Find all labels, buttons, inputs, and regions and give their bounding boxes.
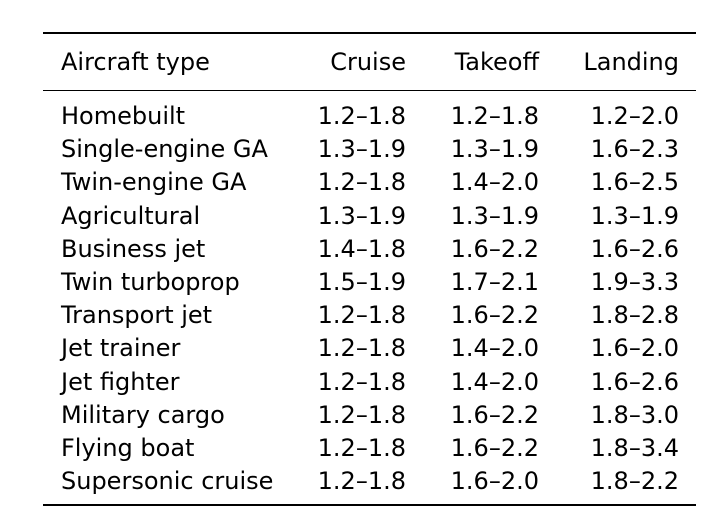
cell-aircraft-type: Jet trainer [61, 334, 181, 363]
cell-cruise: 1.2–1.8 [317, 467, 406, 496]
data-table: Aircraft type Cruise Takeoff Landing Hom… [43, 32, 696, 507]
cell-landing: 1.8–2.2 [590, 467, 679, 496]
table-body: Homebuilt 1.2–1.8 1.2–1.8 1.2–2.0 Single-eng… [43, 100, 696, 498]
top-rule [43, 32, 696, 34]
cell-cruise: 1.4–1.8 [317, 234, 406, 263]
table-row: Transport jet 1.2–1.8 1.6–2.2 1.8–2.8 [43, 299, 696, 332]
cell-takeoff: 1.4–2.0 [450, 168, 539, 197]
cell-cruise: 1.2–1.8 [317, 434, 406, 463]
cell-landing: 1.6–2.3 [590, 135, 679, 164]
cell-aircraft-type: Agricultural [61, 201, 201, 230]
table-row: Military cargo 1.2–1.8 1.6–2.2 1.8–3.0 [43, 399, 696, 432]
cell-takeoff: 1.6–2.2 [450, 400, 539, 429]
cell-landing: 1.8–3.4 [590, 434, 679, 463]
header-rule [43, 90, 696, 91]
table-row: Business jet 1.4–1.8 1.6–2.2 1.6–2.6 [43, 233, 696, 266]
header-row: Aircraft type Cruise Takeoff Landing [43, 34, 696, 90]
cell-cruise: 1.2–1.8 [317, 334, 406, 363]
cell-takeoff: 1.6–2.2 [450, 301, 539, 330]
cell-aircraft-type: Flying boat [61, 434, 195, 463]
aircraft-table-body: Homebuilt 1.2–1.8 1.2–1.8 1.2–2.0 Single-eng… [43, 100, 696, 498]
table-row: Single-engine GA 1.3–1.9 1.3–1.9 1.6–2.3 [43, 133, 696, 166]
cell-cruise: 1.2–1.8 [317, 400, 406, 429]
cell-aircraft-type: Twin-engine GA [61, 168, 247, 197]
cell-aircraft-type: Business jet [61, 234, 206, 263]
cell-cruise: 1.2–1.8 [317, 301, 406, 330]
cell-takeoff: 1.3–1.9 [450, 201, 539, 230]
table-row: Agricultural 1.3–1.9 1.3–1.9 1.3–1.9 [43, 200, 696, 233]
cell-takeoff: 1.4–2.0 [450, 367, 539, 396]
table-row: Flying boat 1.2–1.8 1.6–2.2 1.8–3.4 [43, 432, 696, 465]
cell-aircraft-type: Homebuilt [61, 102, 186, 130]
table-row: Homebuilt 1.2–1.8 1.2–1.8 1.2–2.0 [43, 100, 696, 133]
table-row: Jet fighter 1.2–1.8 1.4–2.0 1.6–2.6 [43, 366, 696, 399]
cell-landing: 1.6–2.6 [590, 367, 679, 396]
cell-landing: 1.8–2.8 [590, 301, 679, 330]
table-row: Twin-engine GA 1.2–1.8 1.4–2.0 1.6–2.5 [43, 166, 696, 199]
cell-cruise: 1.2–1.8 [317, 367, 406, 396]
cell-aircraft-type: Transport jet [61, 301, 213, 330]
header-cruise: Cruise [330, 48, 406, 76]
bottom-rule [43, 504, 696, 507]
cell-takeoff: 1.6–2.0 [450, 467, 539, 496]
header-landing: Landing [583, 48, 679, 76]
cell-aircraft-type: Supersonic cruise [61, 467, 274, 496]
table-row: Jet trainer 1.2–1.8 1.4–2.0 1.6–2.0 [43, 332, 696, 365]
cell-takeoff: 1.2–1.8 [450, 102, 539, 130]
cell-aircraft-type: Jet fighter [61, 367, 180, 396]
cell-takeoff: 1.6–2.2 [450, 234, 539, 263]
aircraft-table: Aircraft type Cruise Takeoff Landing [43, 34, 696, 90]
cell-cruise: 1.3–1.9 [317, 135, 406, 164]
cell-landing: 1.9–3.3 [590, 268, 679, 297]
header-takeoff: Takeoff [454, 48, 539, 76]
cell-cruise: 1.2–1.8 [317, 102, 406, 130]
cell-landing: 1.3–1.9 [590, 201, 679, 230]
cell-cruise: 1.3–1.9 [317, 201, 406, 230]
cell-cruise: 1.2–1.8 [317, 168, 406, 197]
cell-aircraft-type: Twin turboprop [61, 268, 240, 297]
table-row: Supersonic cruise 1.2–1.8 1.6–2.0 1.8–2.2 [43, 465, 696, 498]
cell-takeoff: 1.4–2.0 [450, 334, 539, 363]
cell-aircraft-type: Single-engine GA [61, 135, 268, 164]
cell-takeoff: 1.6–2.2 [450, 434, 539, 463]
cell-takeoff: 1.7–2.1 [450, 268, 539, 297]
cell-landing: 1.6–2.6 [590, 234, 679, 263]
cell-cruise: 1.5–1.9 [317, 268, 406, 297]
cell-aircraft-type: Military cargo [61, 400, 225, 429]
cell-landing: 1.2–2.0 [590, 102, 679, 130]
cell-landing: 1.6–2.0 [590, 334, 679, 363]
cell-landing: 1.8–3.0 [590, 400, 679, 429]
cell-landing: 1.6–2.5 [590, 168, 679, 197]
table-row: Twin turboprop 1.5–1.9 1.7–2.1 1.9–3.3 [43, 266, 696, 299]
header-aircraft-type: Aircraft type [61, 48, 210, 76]
cell-takeoff: 1.3–1.9 [450, 135, 539, 164]
